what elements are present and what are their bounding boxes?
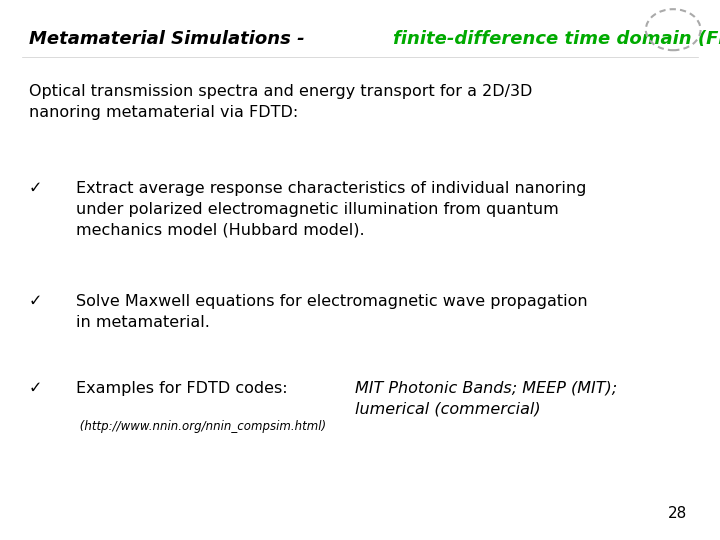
Text: 28: 28 xyxy=(668,506,688,521)
Text: Solve Maxwell equations for electromagnetic wave propagation
in metamaterial.: Solve Maxwell equations for electromagne… xyxy=(76,294,588,330)
Text: Extract average response characteristics of individual nanoring
under polarized : Extract average response characteristics… xyxy=(76,181,586,238)
Text: finite-difference time domain (FDTD): finite-difference time domain (FDTD) xyxy=(392,30,720,48)
Text: MIT Photonic Bands; MEEP (MIT);
lumerical (commercial): MIT Photonic Bands; MEEP (MIT); lumerica… xyxy=(355,381,618,417)
Text: (http://www.nnin.org/nnin_compsim.html): (http://www.nnin.org/nnin_compsim.html) xyxy=(76,420,325,433)
Text: Examples for FDTD codes:: Examples for FDTD codes: xyxy=(76,381,292,396)
Text: ✓: ✓ xyxy=(29,294,42,309)
Text: Metamaterial Simulations -: Metamaterial Simulations - xyxy=(29,30,310,48)
Text: Optical transmission spectra and energy transport for a 2D/3D
nanoring metamater: Optical transmission spectra and energy … xyxy=(29,84,532,120)
Text: ✓: ✓ xyxy=(29,381,42,396)
Text: ✓: ✓ xyxy=(29,181,42,196)
